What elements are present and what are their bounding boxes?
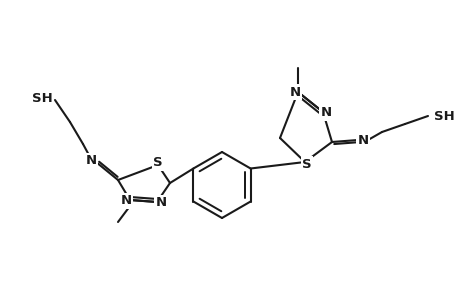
Text: N: N	[85, 154, 96, 167]
Text: N: N	[320, 106, 331, 119]
Text: N: N	[155, 196, 166, 209]
Text: N: N	[289, 85, 300, 98]
Text: SH: SH	[433, 110, 454, 122]
Text: N: N	[357, 134, 368, 146]
Text: S: S	[153, 157, 162, 169]
Text: SH: SH	[32, 92, 53, 104]
Text: S: S	[302, 158, 311, 170]
Text: N: N	[120, 194, 131, 208]
